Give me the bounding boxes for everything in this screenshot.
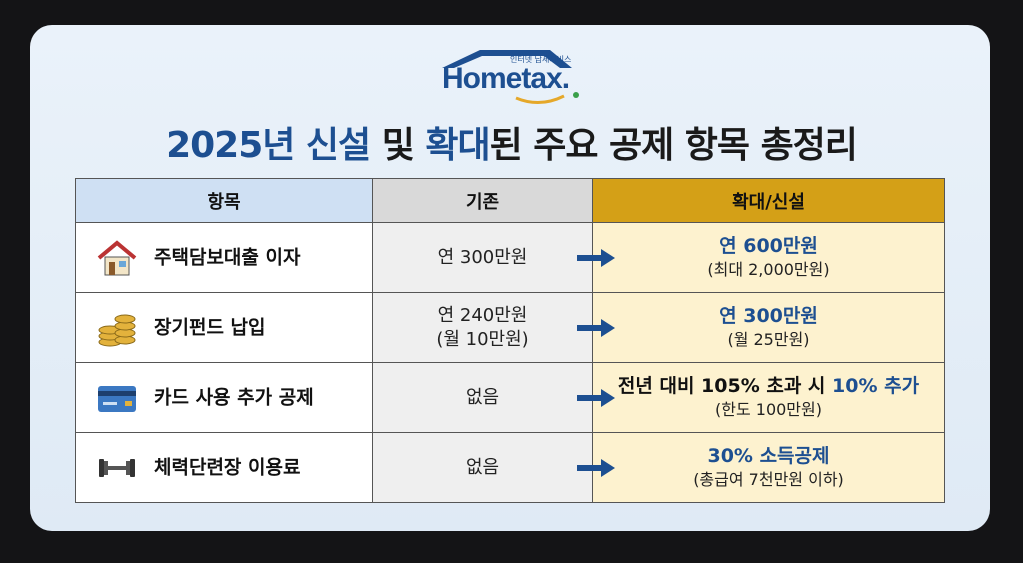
item-cell: 장기펀드 납입 (75, 292, 373, 363)
after-cell: 전년 대비 105% 초과 시 10% 추가 (한도 100만원) (577, 362, 945, 433)
arrow-right-icon (577, 388, 615, 407)
table-row: 카드 사용 추가 공제 없음 전년 대비 105% 초과 시 10% 추가 (한도… (75, 362, 945, 433)
hometax-logo: 인터넷 납세서비스 Hometax. (440, 46, 590, 106)
deduction-table: 항목 기존 확대/신설 주택담보대출 이자 연 300만원 연 600만원 (최대… (75, 178, 945, 503)
after-sub: (최대 2,000만원) (707, 259, 830, 279)
header-before: 기존 (372, 178, 593, 223)
dumbbell-icon (96, 448, 138, 488)
credit-card-icon (96, 378, 138, 418)
after-value: 10% 추가 (832, 374, 920, 397)
table-row: 주택담보대출 이자 연 300만원 연 600만원 (최대 2,000만원) (75, 222, 945, 293)
page-title: 2025년 신설 및 확대된 주요 공제 항목 총정리 (166, 125, 858, 166)
item-label: 주택담보대출 이자 (154, 246, 301, 268)
item-label: 체력단련장 이용료 (154, 456, 301, 478)
after-sub: (한도 100만원) (715, 399, 822, 419)
after-value: 연 300만원 (719, 304, 818, 327)
after-cell: 연 600만원 (최대 2,000만원) (577, 222, 945, 293)
before-cell: 없음 (372, 362, 593, 433)
table-header-row: 항목 기존 확대/신설 (75, 178, 945, 223)
roof-icon (442, 50, 579, 104)
before-cell: 연 300만원 (372, 222, 593, 293)
house-icon (96, 238, 138, 278)
after-cell: 30% 소득공제 (총급여 7천만원 이하) (577, 432, 945, 503)
arrow-right-icon (577, 458, 615, 477)
table-row: 체력단련장 이용료 없음 30% 소득공제 (총급여 7천만원 이하) (75, 432, 945, 503)
before-value: 연 300만원 (437, 246, 528, 268)
header-item: 항목 (75, 178, 373, 223)
item-label: 카드 사용 추가 공제 (154, 386, 314, 408)
arrow-right-icon (577, 248, 615, 267)
after-cell: 연 300만원 (월 25만원) (577, 292, 945, 363)
arrow-right-icon (577, 318, 615, 337)
before-sub: (월 10만원) (436, 328, 529, 350)
header-after: 확대/신설 (592, 178, 945, 223)
item-cell: 주택담보대출 이자 (75, 222, 373, 293)
table-row: 장기펀드 납입 연 240만원 (월 10만원) 연 300만원 (월 25만원) (75, 292, 945, 363)
after-value: 30% 소득공제 (707, 444, 830, 467)
after-prefix: 전년 대비 105% 초과 시 (617, 374, 833, 397)
item-cell: 카드 사용 추가 공제 (75, 362, 373, 433)
before-value: 연 240만원 (437, 304, 528, 326)
before-value: 없음 (465, 386, 500, 408)
item-label: 장기펀드 납입 (154, 316, 266, 338)
coins-icon (96, 308, 138, 348)
after-value: 연 600만원 (719, 234, 818, 257)
before-cell: 없음 (372, 432, 593, 503)
before-value: 없음 (465, 456, 500, 478)
after-sub: (총급여 7천만원 이하) (693, 469, 844, 489)
item-cell: 체력단련장 이용료 (75, 432, 373, 503)
before-cell: 연 240만원 (월 10만원) (372, 292, 593, 363)
after-sub: (월 25만원) (727, 329, 810, 349)
